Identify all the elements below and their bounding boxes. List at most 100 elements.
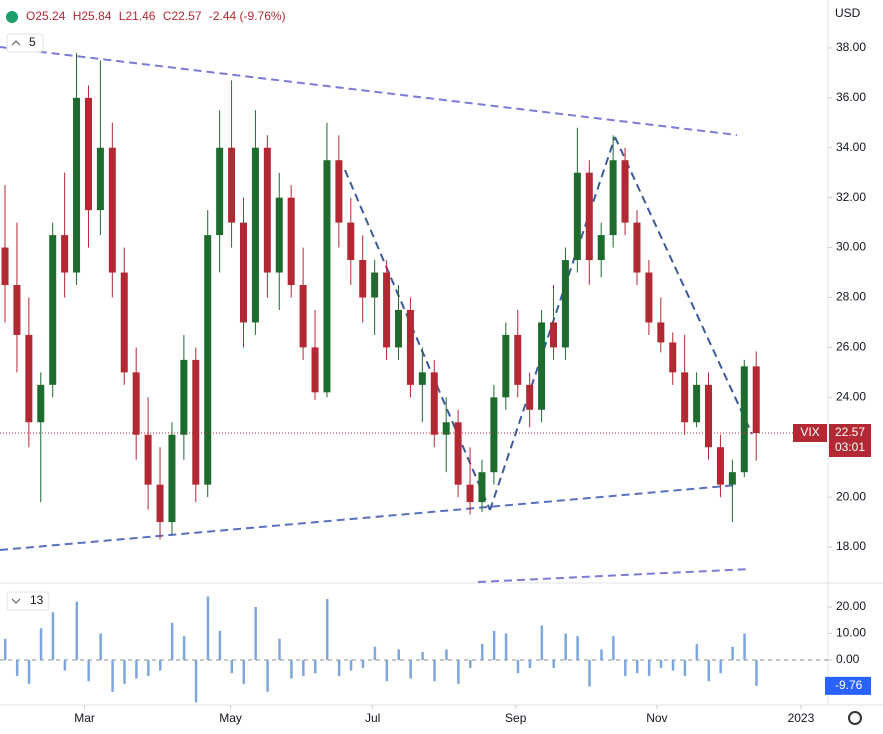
candle-body <box>180 359 188 435</box>
value-tag <box>825 676 871 695</box>
histogram-bar <box>421 652 424 661</box>
candle-body <box>311 347 319 393</box>
trend-line <box>614 136 753 435</box>
candle-body <box>347 222 355 261</box>
candle-body <box>263 147 271 273</box>
candle-body <box>466 484 474 503</box>
histogram-bar <box>600 649 603 661</box>
indicator-box[interactable] <box>6 33 44 53</box>
candle-body <box>621 160 629 223</box>
histogram-bar <box>445 649 448 661</box>
candle-body <box>13 285 21 335</box>
candle-body <box>597 235 605 261</box>
candle-body <box>681 372 689 423</box>
candle-body <box>669 342 677 373</box>
candle-body <box>323 160 331 393</box>
histogram-bar <box>302 660 305 676</box>
candle-body <box>84 97 92 211</box>
candle-body <box>216 147 224 236</box>
histogram-bar <box>39 628 43 661</box>
currency[interactable]: USD <box>835 6 861 20</box>
histogram-bar <box>624 660 627 676</box>
interval-label: 5 <box>29 35 36 49</box>
histogram-bar <box>731 646 734 661</box>
symbol-tag <box>793 424 827 443</box>
histogram-bar <box>469 660 472 668</box>
candle-body <box>514 334 522 385</box>
candle-body <box>645 272 653 323</box>
candle-body <box>478 472 486 503</box>
x-tick-label: Nov <box>646 711 667 725</box>
collapse-icon[interactable] <box>11 598 21 604</box>
candle-body <box>371 272 379 298</box>
x-tick-label: 2023 <box>788 711 815 725</box>
histogram-bar <box>170 622 174 661</box>
histogram-bar <box>87 660 90 682</box>
candle-body <box>120 272 128 373</box>
value-tag-label: -9.76 <box>835 678 863 692</box>
countdown: 03:01 <box>835 440 865 454</box>
histogram-bar <box>111 660 114 692</box>
y-tick-label: 20.00 <box>836 489 866 503</box>
histogram-bar <box>516 660 520 674</box>
y-tick-label: 0.00 <box>836 652 860 666</box>
legend-high: H25.84 <box>73 9 112 23</box>
histogram-bar <box>349 660 353 671</box>
candle-body <box>573 172 581 261</box>
histogram-bar <box>564 633 567 661</box>
trend-lines <box>0 46 753 583</box>
histogram-bar <box>409 660 412 679</box>
histogram-bar <box>278 638 281 661</box>
candle-body <box>740 366 748 473</box>
histogram-bar <box>242 660 245 684</box>
histogram-bar <box>27 660 31 684</box>
collapse-icon[interactable] <box>11 40 21 46</box>
histogram-bar <box>99 633 102 661</box>
histogram-bar <box>671 660 675 671</box>
indicator-name: 13 <box>30 593 44 607</box>
legend-change: -2.44 (-9.76%) <box>209 9 286 23</box>
candle-body <box>359 260 367 298</box>
histogram-bar <box>194 660 198 703</box>
candle-body <box>526 384 534 410</box>
x-tick-label: Mar <box>74 711 95 725</box>
settings-icon[interactable] <box>848 711 862 725</box>
candle-body <box>239 222 247 323</box>
candle-body <box>96 147 104 211</box>
candle-body <box>550 322 558 348</box>
histogram-bar <box>659 660 663 668</box>
candle-body <box>430 372 438 435</box>
candle-body <box>383 272 391 348</box>
y-tick-label: 30.00 <box>836 240 866 254</box>
histogram-bar <box>528 660 532 668</box>
x-tick-label: Sep <box>505 711 527 725</box>
candle-body <box>752 366 760 434</box>
histogram-bar <box>135 660 138 679</box>
histogram-bar <box>695 644 699 661</box>
candle-body <box>144 434 152 485</box>
candle-body <box>251 147 259 323</box>
candle-body <box>25 334 33 423</box>
indicator-box[interactable] <box>6 591 50 611</box>
candle-body <box>168 434 176 523</box>
candle-body <box>192 359 200 485</box>
legend-open: O25.24 <box>26 9 66 23</box>
histogram-bar <box>552 660 556 668</box>
histogram-bar <box>433 660 436 682</box>
symbol-icon[interactable] <box>6 11 18 23</box>
candle-body <box>287 197 295 286</box>
histogram-bar <box>51 612 55 661</box>
histogram-bar <box>266 660 269 692</box>
histogram-bar <box>397 649 400 661</box>
y-tick-label: 36.00 <box>836 90 866 104</box>
y-tick-label: 10.00 <box>836 626 866 640</box>
candle-body <box>156 484 164 523</box>
histogram-bar <box>314 660 317 674</box>
y-tick-label: 28.00 <box>836 290 866 304</box>
y-tick-label: 20.00 <box>836 599 866 613</box>
histogram-bar <box>612 636 615 661</box>
histogram-bar <box>492 630 496 661</box>
histogram-bar <box>147 660 150 676</box>
histogram-bar <box>457 660 460 684</box>
